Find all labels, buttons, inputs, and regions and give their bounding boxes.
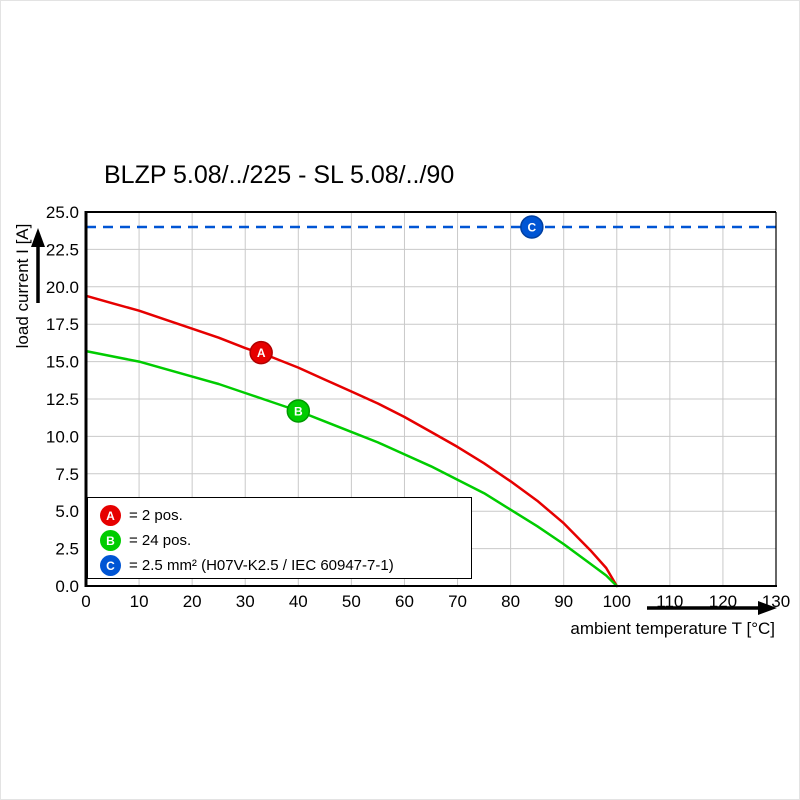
- svg-text:15.0: 15.0: [46, 353, 79, 372]
- svg-text:10.0: 10.0: [46, 427, 79, 446]
- svg-text:2.5: 2.5: [55, 540, 79, 559]
- series-a-marker-icon: A: [100, 505, 121, 526]
- svg-text:B: B: [294, 404, 303, 418]
- svg-text:C: C: [528, 220, 537, 234]
- svg-text:0: 0: [81, 592, 90, 611]
- svg-text:70: 70: [448, 592, 467, 611]
- series-b-marker-icon: B: [100, 530, 121, 551]
- series-c-marker-icon: C: [100, 555, 121, 576]
- legend-item-a: A = 2 pos.: [100, 503, 471, 528]
- svg-text:40: 40: [289, 592, 308, 611]
- svg-text:25.0: 25.0: [46, 203, 79, 222]
- legend-label-b: = 24 pos.: [129, 532, 192, 549]
- svg-text:7.5: 7.5: [55, 465, 79, 484]
- legend-item-b: B = 24 pos.: [100, 528, 471, 553]
- svg-text:12.5: 12.5: [46, 390, 79, 409]
- svg-text:17.5: 17.5: [46, 315, 79, 334]
- svg-text:A: A: [257, 346, 266, 360]
- legend-label-a: = 2 pos.: [129, 507, 183, 524]
- legend-item-c: C = 2.5 mm² (H07V-K2.5 / IEC 60947-7-1): [100, 553, 471, 578]
- svg-text:5.0: 5.0: [55, 502, 79, 521]
- svg-text:90: 90: [554, 592, 573, 611]
- svg-text:0.0: 0.0: [55, 577, 79, 596]
- svg-text:20.0: 20.0: [46, 278, 79, 297]
- svg-text:50: 50: [342, 592, 361, 611]
- legend-label-c: = 2.5 mm² (H07V-K2.5 / IEC 60947-7-1): [129, 557, 394, 574]
- svg-text:100: 100: [603, 592, 631, 611]
- svg-text:80: 80: [501, 592, 520, 611]
- svg-text:22.5: 22.5: [46, 240, 79, 259]
- x-axis-label: ambient temperature T [°C]: [570, 619, 775, 638]
- svg-text:60: 60: [395, 592, 414, 611]
- legend: A = 2 pos. B = 24 pos. C = 2.5 mm² (H07V…: [87, 497, 472, 579]
- chart-title: BLZP 5.08/../225 - SL 5.08/../90: [104, 161, 455, 189]
- svg-text:30: 30: [236, 592, 255, 611]
- svg-text:10: 10: [130, 592, 149, 611]
- svg-text:20: 20: [183, 592, 202, 611]
